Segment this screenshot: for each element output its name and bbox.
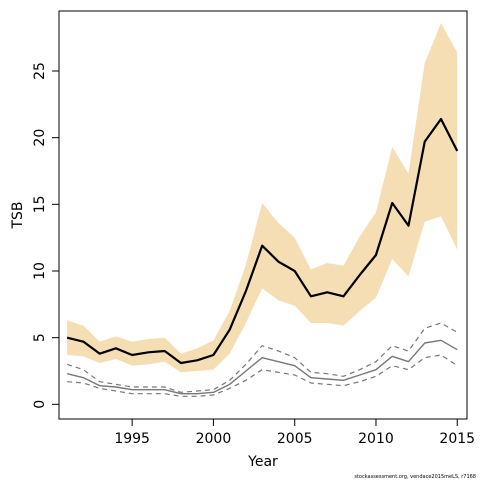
secondary-lower-line [67,354,458,397]
y-tick-label-5: 5 [32,333,48,342]
x-tick-label-1995: 1995 [114,431,150,447]
x-tick-label-2010: 2010 [358,431,394,447]
y-tick-label-10: 10 [32,262,48,280]
y-tick-label-25: 25 [32,62,48,80]
credit-text: stockassessment.org, vendace2015meLS, r7… [354,474,476,480]
x-axis-title: Year [247,454,278,470]
x-tick-label-2015: 2015 [439,431,475,447]
confidence-band [67,23,458,373]
y-tick-label-0: 0 [32,400,48,409]
y-tick-label-15: 15 [32,195,48,213]
y-axis-title: TSB [10,201,26,229]
y-tick-label-20: 20 [32,129,48,147]
x-tick-label-2005: 2005 [277,431,313,447]
y-axis: 0 5 10 15 20 25 [32,62,59,409]
x-axis: 1995 2000 2005 2010 2015 [114,419,475,447]
plot-frame [58,10,468,420]
x-tick-label-2000: 2000 [196,431,232,447]
main-line [66,117,459,365]
plot-area [66,23,459,397]
secondary-upper-line [66,322,458,393]
secondary-line [66,339,458,395]
